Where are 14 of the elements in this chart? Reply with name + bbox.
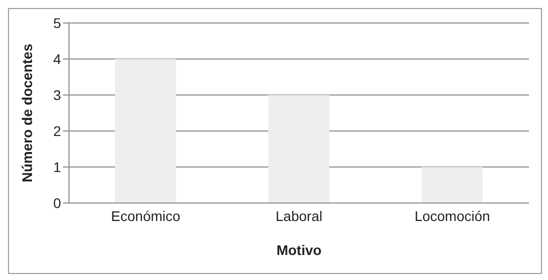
y-tick-label: 3 xyxy=(53,86,62,103)
bar xyxy=(422,167,483,203)
y-tick-label: 5 xyxy=(53,14,62,31)
y-tick-label: 0 xyxy=(53,194,62,211)
y-axis-title: Número de docentes xyxy=(18,44,35,182)
x-axis-title: Motivo xyxy=(276,242,322,258)
bar xyxy=(268,95,330,203)
bar xyxy=(115,59,176,203)
x-tick-label: Laboral xyxy=(276,208,322,224)
x-tick-label: Locomoción xyxy=(414,208,490,224)
y-tick-label: 2 xyxy=(53,122,62,139)
y-tick-label: 1 xyxy=(53,158,62,175)
x-tick-label: Económico xyxy=(111,208,181,224)
y-tick-label: 4 xyxy=(53,50,62,67)
